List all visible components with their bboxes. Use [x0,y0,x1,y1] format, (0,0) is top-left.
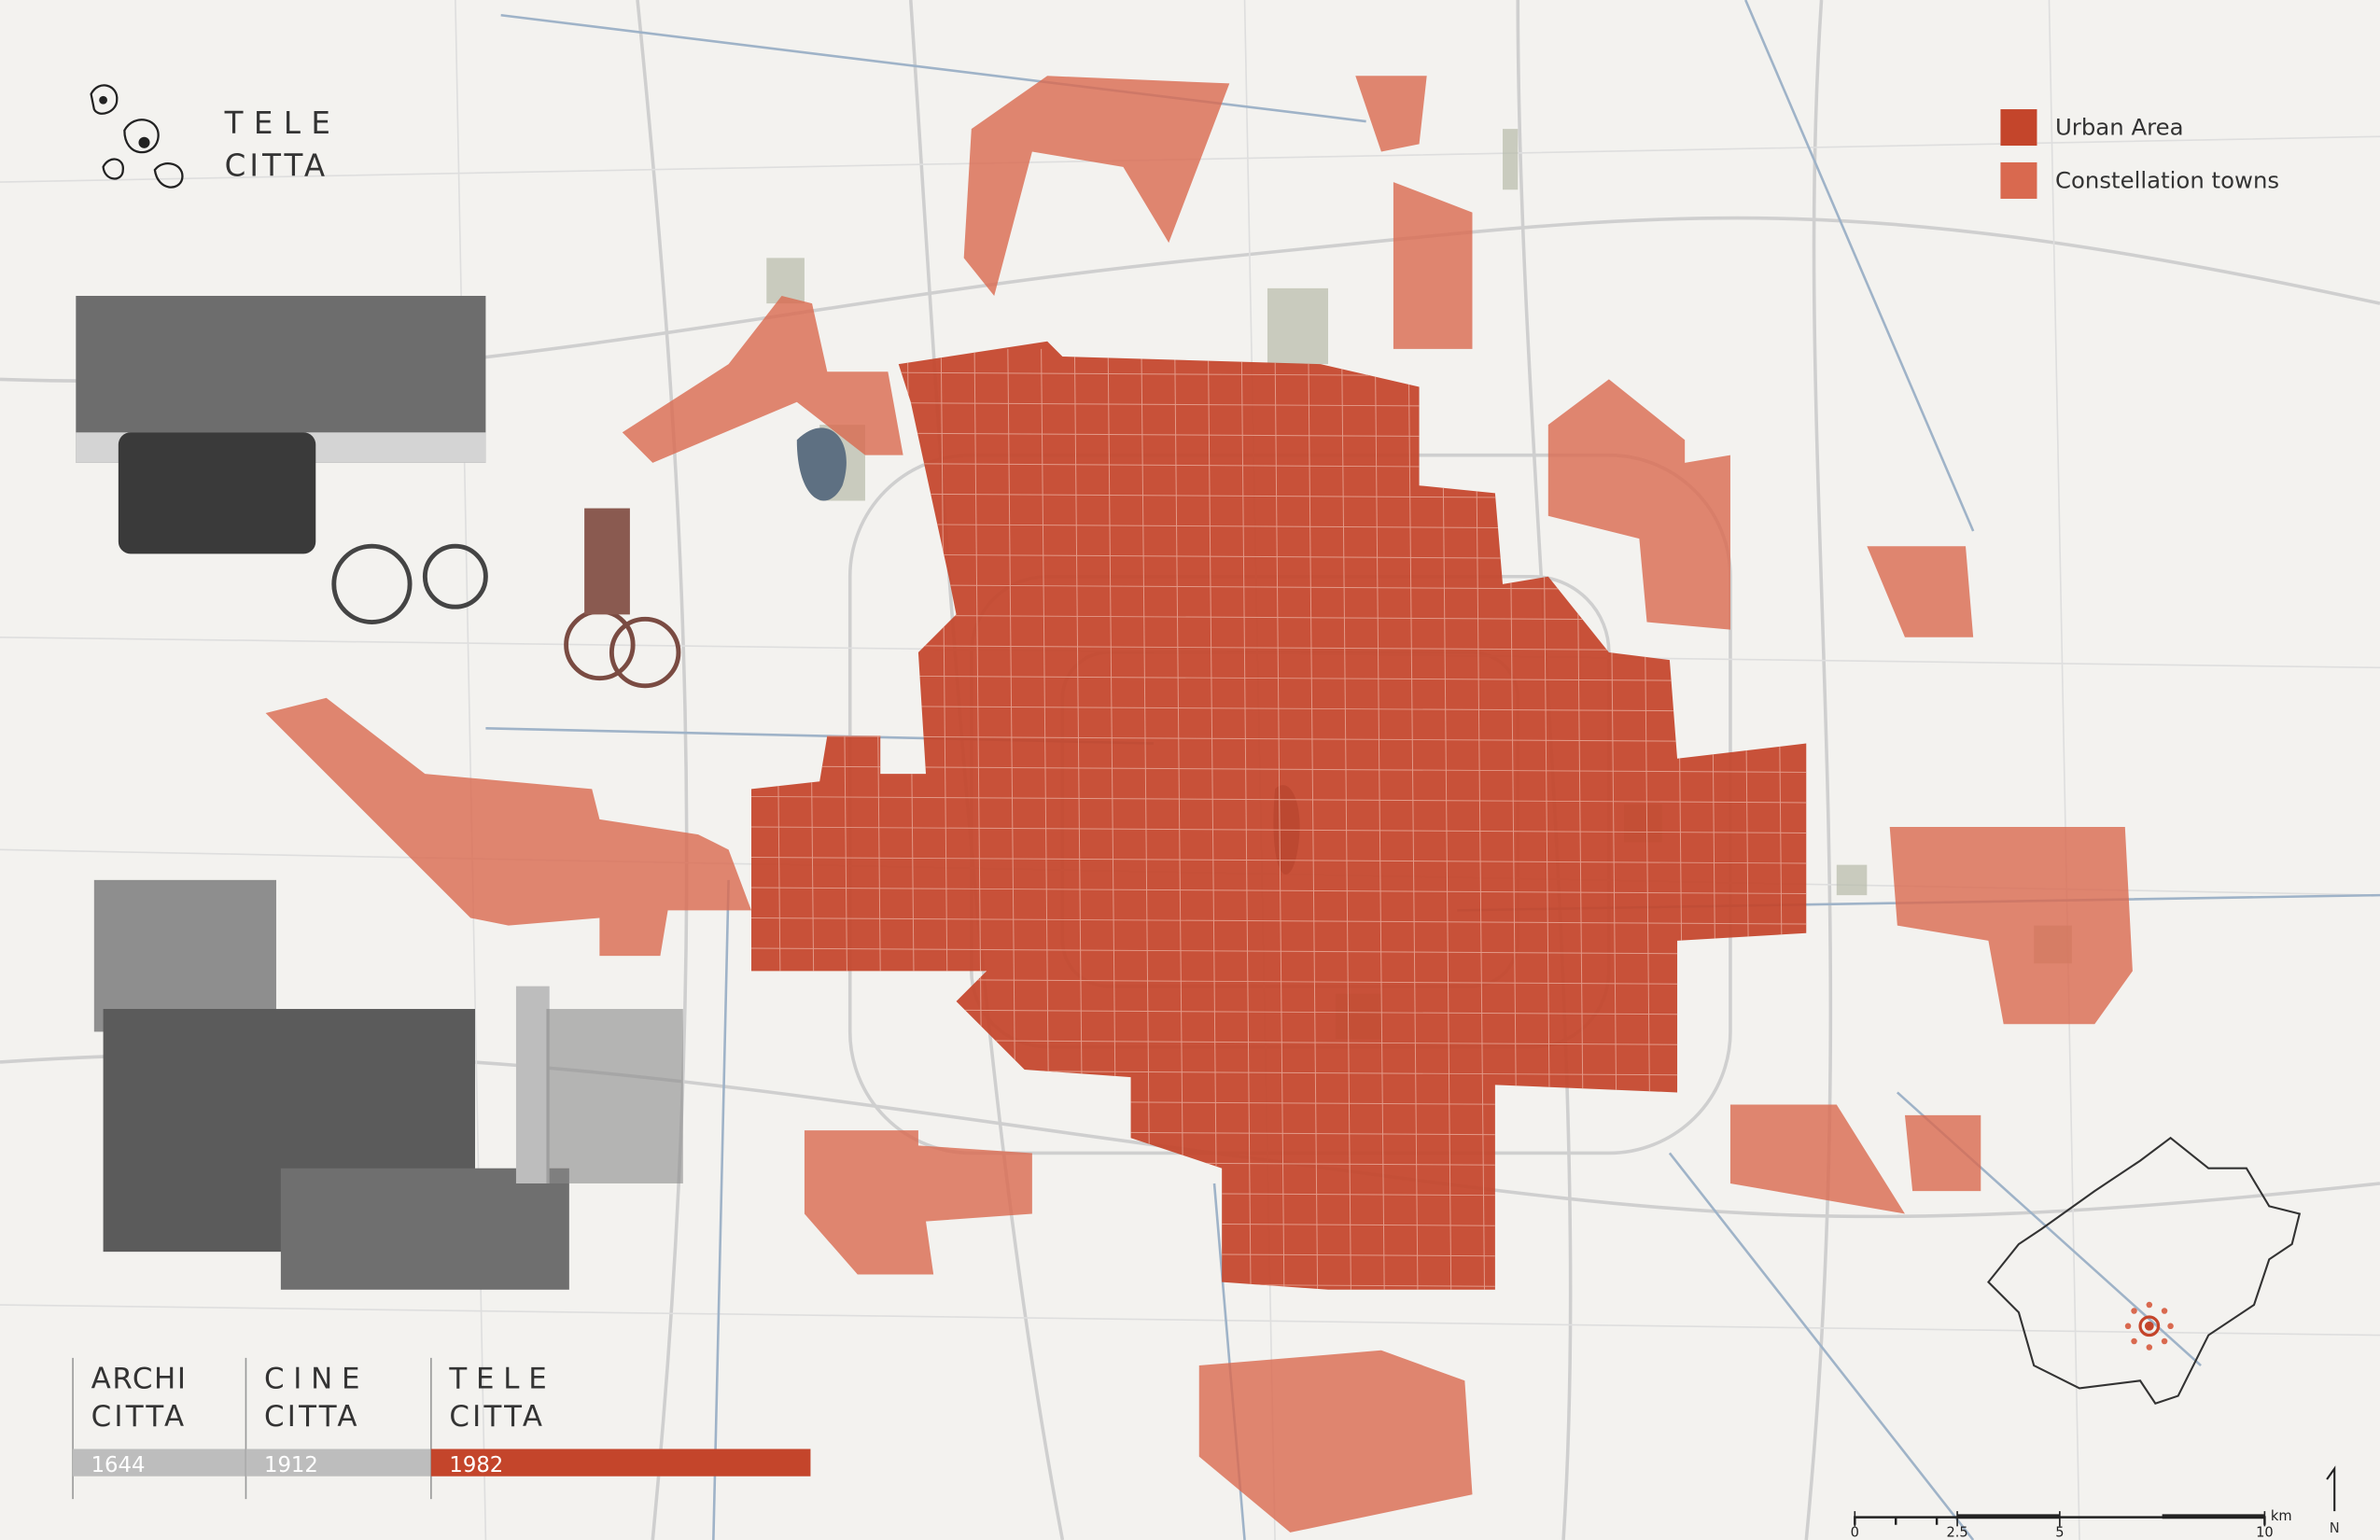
street [751,705,1807,712]
street [751,856,1807,864]
scale-tick-label: 0 [1851,1525,1859,1540]
constellation-town [1889,826,2133,1025]
era-bar [73,1449,246,1477]
photo-collage-top [76,295,681,689]
street [751,947,1807,955]
scale-tick-label: 2.5 [1946,1525,1967,1540]
era-line2: CITTA [449,1400,545,1434]
constellation-town [1904,1114,1981,1192]
timeline: ARCHI CITTA 1644 CINE CITTA 1912 TELE CITTA 1982 [72,1357,811,1500]
street [751,765,1807,773]
street [1341,348,1351,1290]
north-arrow [2326,1465,2336,1512]
legend-label: Constellation towns [2055,167,2279,194]
scale-tick-label: 10 [2256,1525,2274,1540]
logo-line1: TELE [224,105,342,141]
logo-line2: CITTA [225,148,329,184]
era-line1: CINE [264,1362,369,1395]
era-line1: ARCHI [91,1362,188,1395]
era-bar [430,1449,811,1477]
legend-swatch [2000,109,2037,147]
constellation-town [1547,379,1730,630]
center-marker [2124,1301,2174,1351]
constellation-town [622,295,903,463]
scale-unit: km [2271,1508,2292,1524]
photo-collage-bottom [93,879,683,1290]
constellation-town [1729,1104,1905,1214]
legend-label: Urban Area [2055,114,2184,141]
era-line2: CITTA [264,1400,360,1434]
street [751,826,1807,833]
scale-segment [1957,1514,2060,1519]
street [751,735,1807,743]
constellation-town [1198,1350,1473,1533]
scale-segment [2162,1514,2265,1519]
scale-tick-label: 5 [2055,1525,2064,1540]
constellation-town [1355,76,1427,152]
street [1374,348,1385,1290]
street [751,674,1807,682]
north-label: N [2330,1520,2340,1536]
street [751,887,1807,894]
constellation-town [265,697,752,957]
street [1441,348,1452,1290]
era-bar [245,1449,431,1477]
street [1274,348,1285,1290]
constellation-town [804,1130,1032,1275]
legend-swatch [2000,161,2037,199]
constellation-town [963,76,1230,296]
era-line2: CITTA [91,1400,188,1434]
era-year: 1644 [91,1453,146,1477]
street [1407,348,1419,1290]
constellation-towns [265,76,2133,1533]
constellation-town [1393,182,1473,349]
street [1308,348,1319,1290]
logo [90,84,184,189]
era-year: 1912 [264,1453,318,1477]
constellation-town [1867,546,1974,637]
legend: Urban Area Constellation towns [2000,109,2279,199]
street [1475,348,1485,1290]
street [751,917,1807,925]
era-year: 1982 [449,1453,503,1477]
beijing-outline [1987,1136,2302,1405]
era-line1: TELE [448,1362,555,1395]
street [751,795,1807,804]
